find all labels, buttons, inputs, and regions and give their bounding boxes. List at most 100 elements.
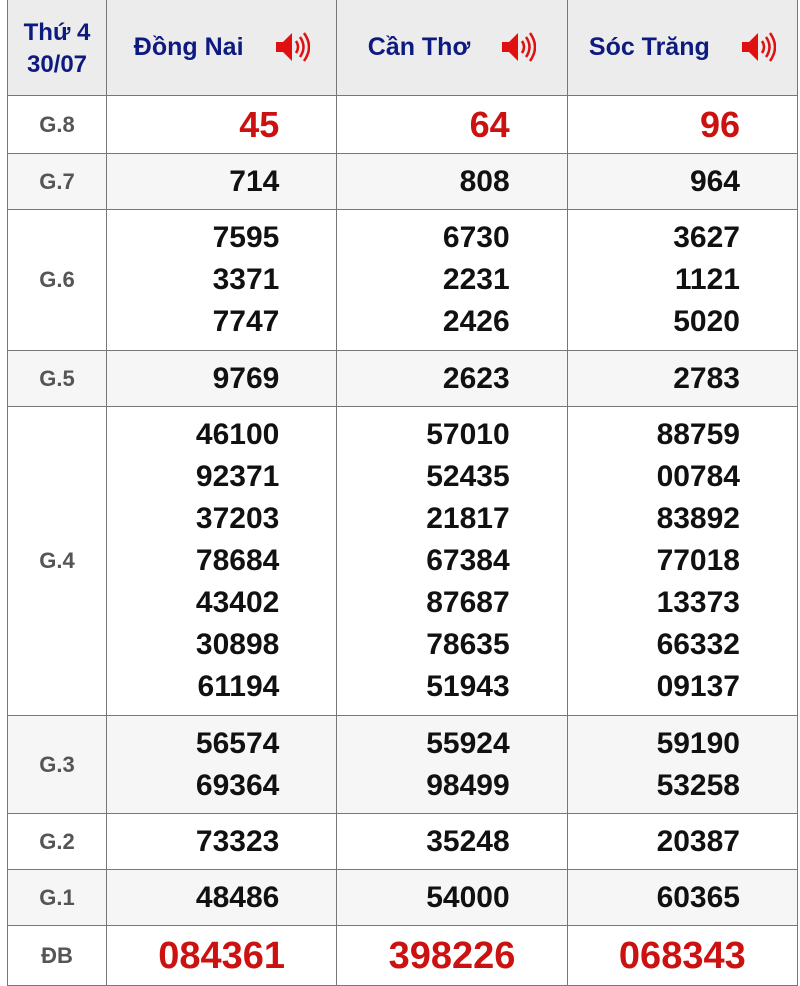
prize-cell: 6730 2231 2426 bbox=[336, 209, 568, 351]
prize-number: 88759 bbox=[656, 418, 740, 451]
prize-number: 64 bbox=[469, 103, 510, 145]
prize-number: 54000 bbox=[426, 880, 510, 914]
prize-number: 7747 bbox=[212, 305, 280, 338]
province-name: Đồng Nai bbox=[133, 32, 244, 61]
prize-number: 5020 bbox=[673, 305, 740, 338]
prize-number: 73323 bbox=[195, 824, 280, 858]
prize-number: 55924 bbox=[426, 726, 510, 760]
province-header: Sóc Trăng bbox=[566, 0, 799, 96]
prize-number: 00784 bbox=[656, 460, 740, 493]
prize-label: G.5 bbox=[7, 350, 107, 407]
prize-number: 57010 bbox=[426, 418, 510, 451]
prize-cell: 56574 69364 bbox=[105, 715, 338, 814]
prize-number: 69364 bbox=[195, 768, 280, 802]
prize-cell: 46100 92371 37203 78684 43402 30898 61194 bbox=[105, 406, 338, 716]
header-row: Thứ 4 30/07 Đồng Nai Cần Thơ Sóc Trăng bbox=[7, 0, 799, 96]
prize-cell: 59190 53258 bbox=[566, 715, 799, 814]
prize-number: 30898 bbox=[195, 628, 280, 661]
prize-number: 2231 bbox=[442, 263, 510, 296]
speaker-icon[interactable] bbox=[274, 30, 310, 64]
prize-label: G.6 bbox=[7, 209, 107, 351]
province-header: Đồng Nai bbox=[105, 0, 338, 96]
prize-cell: 964 bbox=[566, 153, 799, 210]
prize-label: ĐB bbox=[7, 925, 107, 986]
prize-number: 53258 bbox=[656, 768, 740, 802]
prize-number: 398226 bbox=[388, 934, 516, 977]
prize-number: 35248 bbox=[426, 824, 510, 858]
prize-number: 43402 bbox=[195, 586, 280, 619]
prize-cell: 73323 bbox=[105, 813, 338, 870]
prize-cell: 60365 bbox=[566, 869, 799, 926]
prize-number: 964 bbox=[689, 164, 740, 198]
prize-number: 20387 bbox=[656, 824, 740, 858]
prize-number: 068343 bbox=[618, 934, 746, 977]
prize-cell: 35248 bbox=[336, 813, 568, 870]
prize-cell: 068343 bbox=[566, 925, 799, 986]
prize-number: 7595 bbox=[212, 221, 280, 254]
prize-row: G.8 45 64 96 bbox=[7, 95, 799, 154]
prize-number: 2426 bbox=[442, 305, 510, 338]
prize-number: 46100 bbox=[195, 418, 280, 451]
prize-number: 83892 bbox=[656, 502, 740, 535]
prize-number: 13373 bbox=[656, 586, 740, 619]
province-header: Cần Thơ bbox=[336, 0, 568, 96]
prize-number: 45 bbox=[239, 103, 280, 145]
prize-cell: 9769 bbox=[105, 350, 338, 407]
prize-number: 3371 bbox=[212, 263, 280, 296]
prize-cell: 2783 bbox=[566, 350, 799, 407]
prize-number: 77018 bbox=[656, 544, 740, 577]
prize-number: 56574 bbox=[195, 726, 280, 760]
prize-row: G.5 9769 2623 2783 bbox=[7, 350, 799, 407]
prize-label: G.3 bbox=[7, 715, 107, 814]
prize-number: 3627 bbox=[673, 221, 740, 254]
prize-cell: 714 bbox=[105, 153, 338, 210]
prize-cell: 3627 1121 5020 bbox=[566, 209, 799, 351]
prize-number: 1121 bbox=[674, 263, 740, 296]
prize-cell: 64 bbox=[336, 95, 568, 154]
prize-row: G.3 56574 69364 55924 98499 59190 53258 bbox=[7, 715, 799, 814]
prize-number: 78635 bbox=[426, 628, 510, 661]
prize-label: G.8 bbox=[7, 95, 107, 154]
speaker-icon[interactable] bbox=[740, 30, 776, 64]
prize-cell: 20387 bbox=[566, 813, 799, 870]
prize-number: 66332 bbox=[656, 628, 740, 661]
prize-number: 714 bbox=[229, 164, 280, 198]
lottery-results-table: Thứ 4 30/07 Đồng Nai Cần Thơ Sóc Trăng G.… bbox=[7, 0, 799, 986]
prize-row: G.2 73323 35248 20387 bbox=[7, 813, 799, 870]
prize-number: 52435 bbox=[426, 460, 510, 493]
date-cell: Thứ 4 30/07 bbox=[7, 0, 107, 96]
prize-cell: 084361 bbox=[105, 925, 338, 986]
prize-number: 92371 bbox=[195, 460, 280, 493]
prize-number: 2783 bbox=[673, 361, 740, 395]
draw-date: 30/07 bbox=[26, 51, 88, 78]
prize-cell: 55924 98499 bbox=[336, 715, 568, 814]
prize-number: 67384 bbox=[426, 544, 510, 577]
prize-row: G.6 7595 3371 7747 6730 2231 2426 3627 1121 5020 bbox=[7, 209, 799, 351]
prize-cell: 96 bbox=[566, 95, 799, 154]
prize-cell: 48486 bbox=[105, 869, 338, 926]
prize-cell: 808 bbox=[336, 153, 568, 210]
prize-number: 60365 bbox=[656, 880, 740, 914]
prize-row: G.7 714 808 964 bbox=[7, 153, 799, 210]
prize-label: G.2 bbox=[7, 813, 107, 870]
prize-number: 09137 bbox=[656, 670, 740, 703]
prize-number: 6730 bbox=[442, 221, 510, 254]
prize-number: 48486 bbox=[195, 880, 280, 914]
prize-label: G.7 bbox=[7, 153, 107, 210]
prize-row: G.1 48486 54000 60365 bbox=[7, 869, 799, 926]
prize-number: 084361 bbox=[158, 934, 286, 977]
prize-number: 2623 bbox=[442, 361, 510, 395]
speaker-icon[interactable] bbox=[500, 30, 537, 64]
province-name: Cần Thơ bbox=[367, 32, 471, 61]
prize-cell: 2623 bbox=[336, 350, 568, 407]
prize-number: 21817 bbox=[426, 502, 510, 535]
prize-cell: 7595 3371 7747 bbox=[105, 209, 338, 351]
prize-number: 61194 bbox=[197, 670, 280, 703]
prize-number: 9769 bbox=[212, 361, 280, 395]
prize-row: G.4 46100 92371 37203 78684 43402 30898 61194 57… bbox=[7, 406, 799, 716]
prize-cell: 88759 00784 83892 77018 13373 66332 09137 bbox=[566, 406, 799, 716]
province-name: Sóc Trăng bbox=[588, 32, 710, 61]
prize-cell: 45 bbox=[105, 95, 338, 154]
prize-number: 37203 bbox=[195, 502, 280, 535]
prize-label: G.4 bbox=[7, 406, 107, 716]
